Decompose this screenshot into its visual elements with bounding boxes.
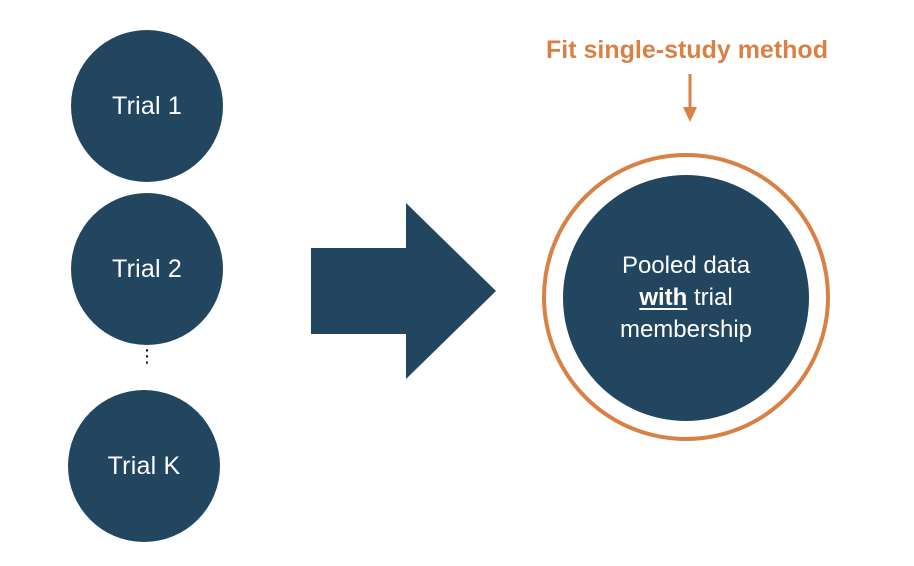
pooled-line-2: with trial [639,282,732,314]
vertical-ellipsis: ⋮ [138,346,156,366]
trial-1-label: Trial 1 [112,91,182,120]
trial-k-label: Trial K [107,451,181,480]
pooled-line-2-rest: trial [687,284,733,311]
pooled-with-emphasis: with [639,284,688,311]
fit-method-label: Fit single-study method [546,36,828,64]
trial-2-label: Trial 2 [112,254,182,283]
trial-2-node: Trial 2 [71,193,223,345]
pooled-line-1: Pooled data [621,252,751,279]
trial-k-node: Trial K [68,390,220,542]
down-arrow-icon [683,74,697,122]
pooled-highlight-ring [542,153,830,441]
right-arrow-icon [311,203,496,379]
trial-1-node: Trial 1 [71,30,223,182]
pooled-line-3: membership [619,316,753,343]
pooled-data-node: Pooled data with trial membership [563,175,809,421]
